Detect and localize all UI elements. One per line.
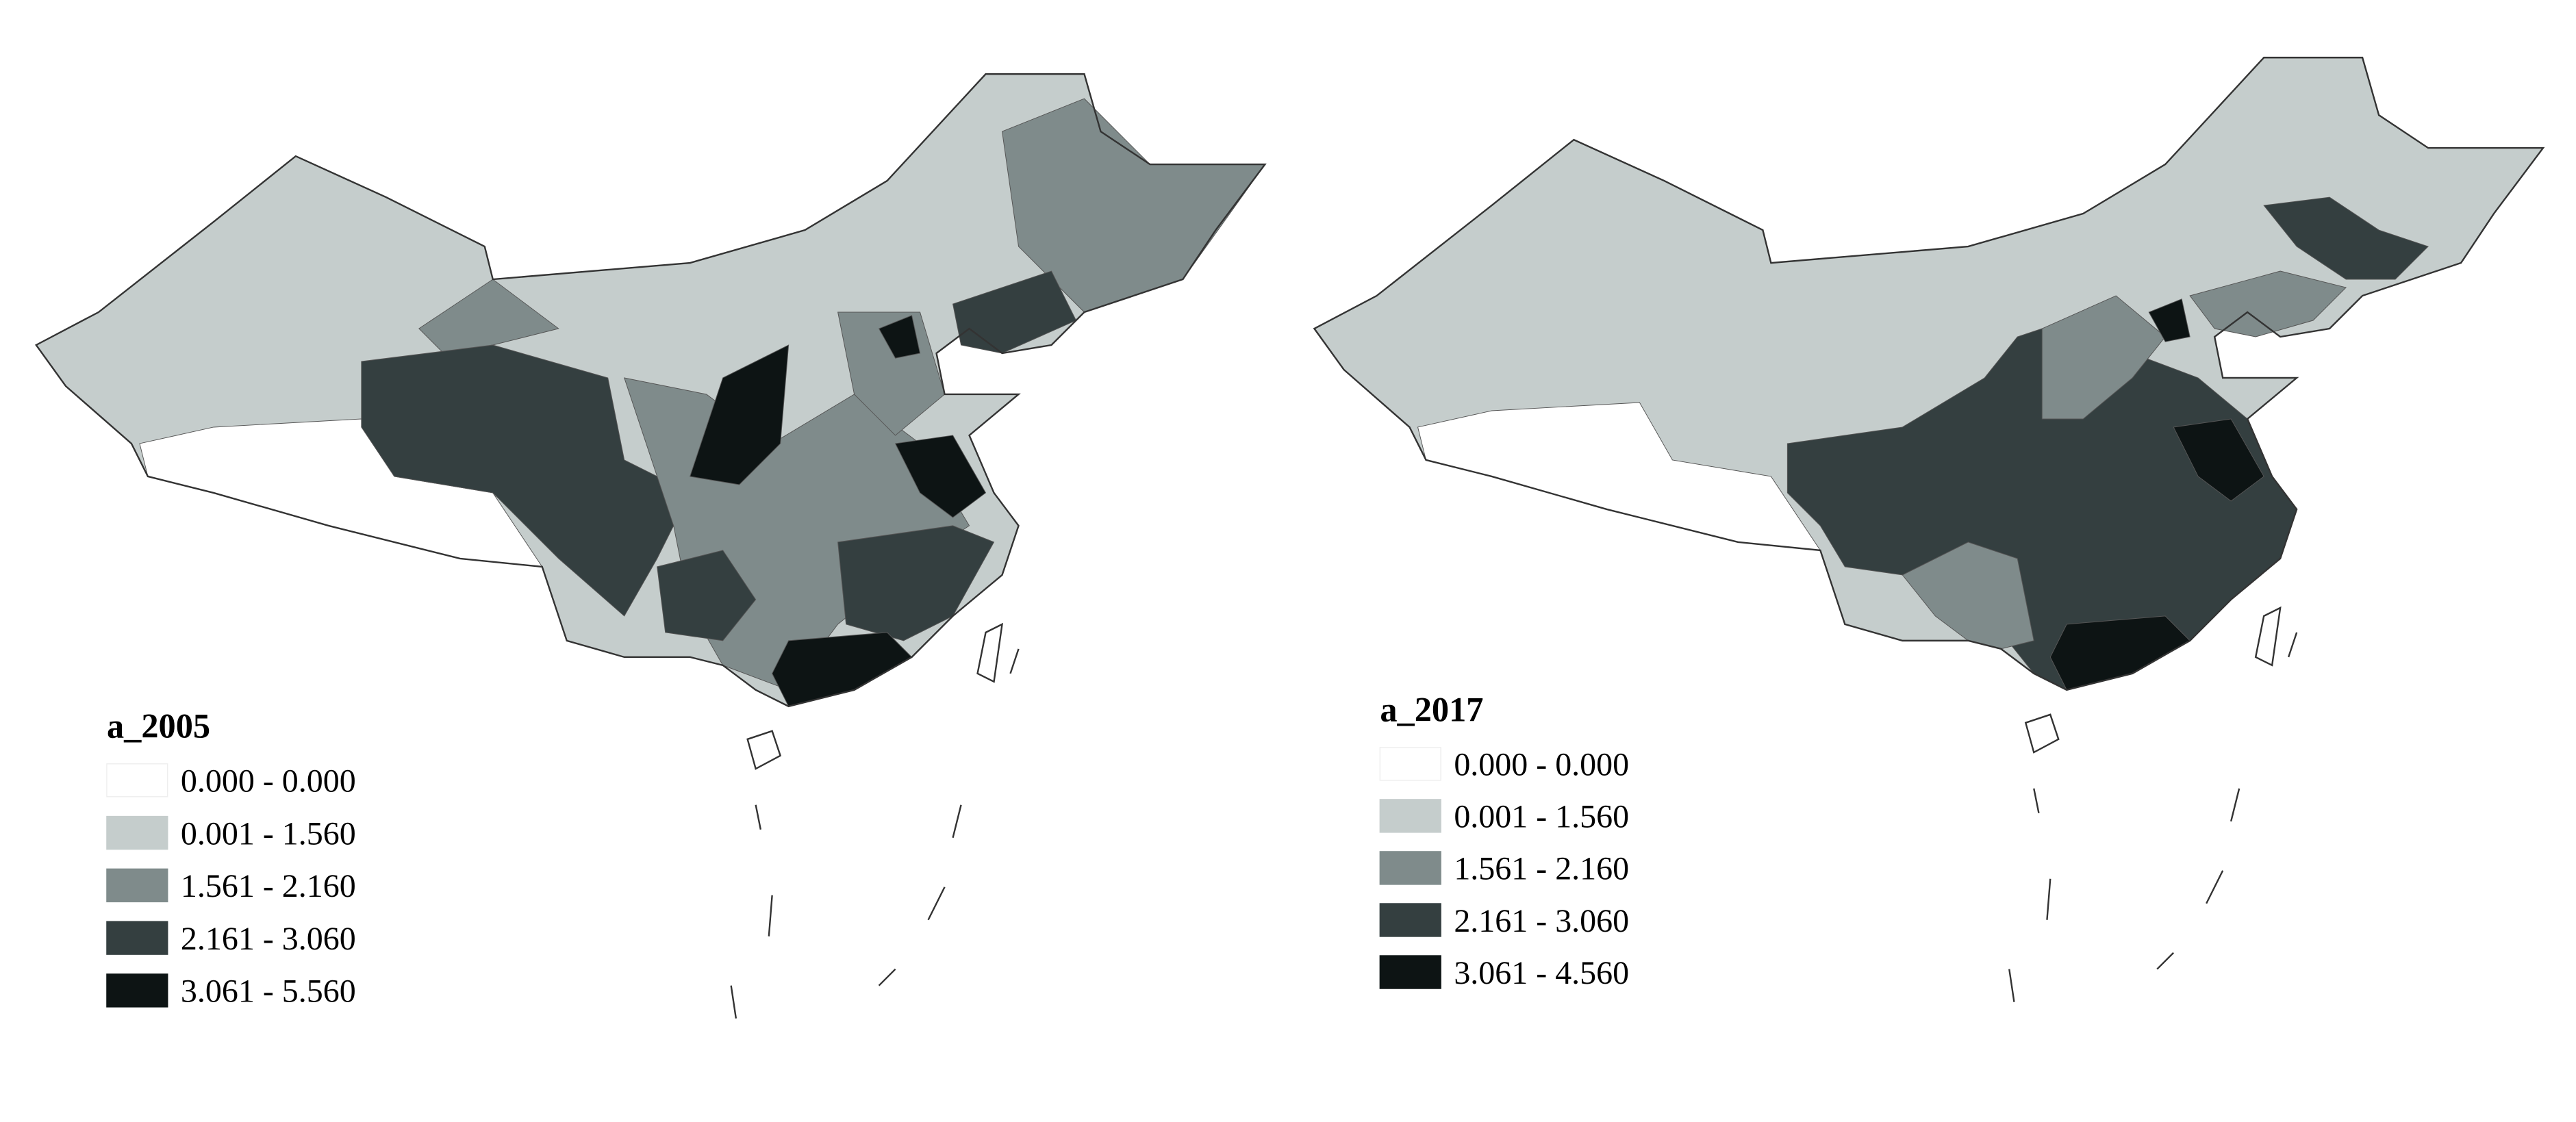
legend-label: 1.561 - 2.160: [181, 868, 356, 904]
region: [2263, 196, 2429, 280]
legend-swatch: [1379, 799, 1441, 833]
legend-swatch: [1379, 903, 1441, 937]
region: [2173, 418, 2264, 502]
legend-swatch: [106, 868, 168, 903]
legend-label: 0.001 - 1.560: [1454, 799, 1629, 835]
legend-swatch: [1379, 955, 1441, 989]
legend-label: 0.000 - 0.000: [181, 763, 356, 800]
region: [952, 270, 1077, 354]
region: [1902, 541, 2034, 650]
legend-swatch: [106, 973, 168, 1008]
region: [2041, 295, 2166, 420]
region: [657, 550, 757, 641]
legend-swatch: [106, 921, 168, 955]
region: [2189, 270, 2347, 337]
legend-swatch: [106, 815, 168, 850]
legend-label: 2.161 - 3.060: [1454, 903, 1629, 939]
legend-title: a_2017: [1380, 690, 1483, 728]
map-2017: [1313, 56, 2545, 1003]
legend-swatch: [106, 763, 168, 798]
legend-swatch: [1379, 747, 1441, 781]
legend-label: 3.061 - 5.560: [181, 973, 356, 1010]
region: [2148, 298, 2190, 342]
region: [837, 525, 995, 641]
map-2005: [35, 73, 1266, 1019]
legend-label: 0.001 - 1.560: [181, 815, 356, 852]
legend-label: 3.061 - 4.560: [1454, 955, 1629, 991]
legend-title: a_2005: [107, 706, 210, 745]
legend-label: 0.000 - 0.000: [1454, 747, 1629, 783]
legend-label: 1.561 - 2.160: [1454, 851, 1629, 887]
legend-swatch: [1379, 851, 1441, 885]
legends: a_2005 0.000 - 0.000 0.001 - 1.560 1.561 - …: [106, 690, 1629, 1010]
region: [894, 435, 987, 518]
region: [878, 315, 921, 359]
region: [690, 344, 790, 485]
legend-label: 2.161 - 3.060: [181, 921, 356, 957]
region: [418, 279, 559, 354]
region: [361, 344, 691, 617]
